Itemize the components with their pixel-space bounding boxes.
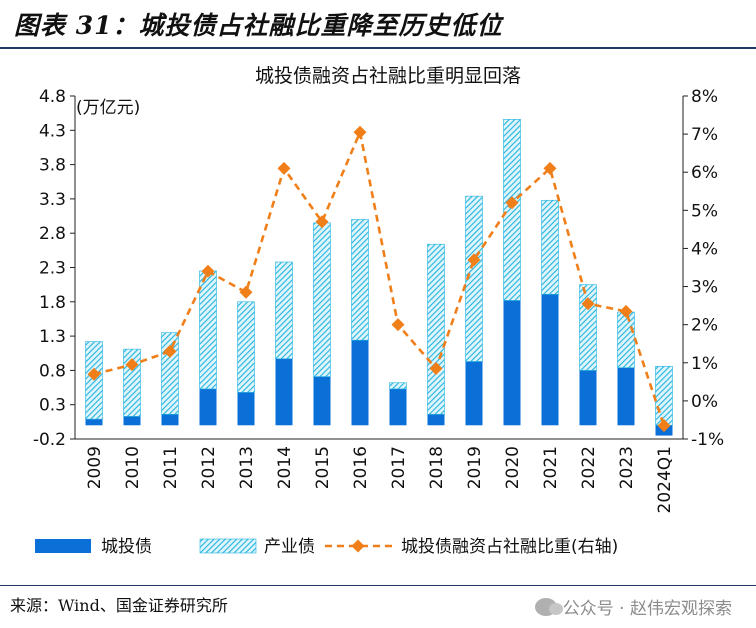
bar-industrial-2015 — [313, 222, 331, 377]
left-tick-label: 3.8 — [39, 156, 66, 176]
bar-industrial-2017 — [389, 382, 407, 390]
left-tick-label: 4.3 — [39, 121, 66, 141]
bar-industrial-2014 — [275, 261, 293, 360]
share-point-2013 — [239, 285, 253, 299]
bar-lgfv-2016 — [351, 340, 369, 426]
bar-lgfv-2021 — [541, 294, 559, 426]
x-tick-label: 2013 — [237, 446, 257, 489]
share-point-2020 — [505, 196, 519, 210]
share-line — [93, 127, 666, 427]
watermark-text: 公众号 · 赵伟宏观探索 — [562, 599, 732, 619]
x-tick-label: 2015 — [313, 446, 333, 489]
title-rule — [0, 47, 756, 49]
left-tick-label: 3.3 — [39, 190, 66, 210]
share-point-2011 — [163, 344, 177, 358]
left-tick-label: 1.3 — [39, 327, 66, 347]
legend-label-share: 城投债融资占社融比重(右轴) — [401, 537, 618, 557]
bar-lgfv-2014 — [275, 358, 293, 426]
x-tick-label: 2012 — [199, 446, 219, 489]
right-tick-label: 4% — [691, 239, 718, 259]
bar-lgfv-2019 — [465, 361, 483, 426]
bar-lgfv-2011 — [161, 414, 179, 426]
bar-lgfv-2020 — [503, 300, 521, 426]
wechat-icon — [534, 597, 563, 616]
x-tick-label: 2011 — [161, 446, 181, 489]
x-tick-label: 2010 — [123, 446, 143, 489]
right-tick-label: 5% — [691, 201, 718, 221]
legend-swatch-lgfv — [35, 539, 91, 553]
x-tick-label: 2017 — [389, 446, 409, 489]
share-point-2023 — [619, 304, 633, 318]
chart-title: 城投债融资占社融比重明显回落 — [255, 65, 521, 87]
share-point-2019 — [467, 253, 481, 267]
left-tick-label: 4.8 — [39, 87, 66, 107]
bar-industrial-2016 — [351, 219, 369, 341]
share-point-2018 — [429, 361, 443, 375]
bar-lgfv-2017 — [389, 388, 407, 426]
x-tick-label: 2020 — [503, 446, 523, 489]
right-tick-label: 6% — [691, 163, 718, 183]
bar-lgfv-2023 — [617, 367, 635, 426]
share-point-2022 — [581, 297, 595, 311]
legend-label-industrial: 产业债 — [264, 537, 315, 557]
right-tick-label: 2% — [691, 316, 718, 336]
bar-industrial-2022 — [579, 284, 597, 371]
bar-lgfv-2015 — [313, 376, 331, 426]
bar-industrial-2018 — [427, 243, 445, 415]
bar-lgfv-2018 — [427, 414, 445, 426]
legend-swatch-industrial — [199, 538, 257, 554]
bar-industrial-2019 — [465, 195, 483, 362]
share-point-2014 — [277, 161, 291, 175]
bar-lgfv-2013 — [237, 392, 255, 426]
left-tick-label: 0.8 — [39, 361, 66, 381]
x-tick-label: 2021 — [541, 446, 561, 489]
left-tick-label: 2.8 — [39, 224, 66, 244]
right-tick-label: 3% — [691, 278, 718, 298]
right-tick-label: 8% — [691, 87, 718, 107]
x-tick-label: 2019 — [465, 446, 485, 489]
bar-industrial-2023 — [617, 311, 635, 368]
unit-label: (万亿元) — [76, 98, 140, 118]
bar-industrial-2013 — [237, 301, 255, 393]
x-tick-label: 2016 — [351, 446, 371, 489]
bar-industrial-2020 — [503, 119, 521, 301]
source-note: 来源：Wind、国金证券研究所 — [10, 596, 228, 615]
bar-industrial-2012 — [199, 270, 217, 390]
bar-industrial-2021 — [541, 199, 559, 295]
share-point-2010 — [125, 358, 139, 372]
share-point-2016 — [353, 125, 367, 139]
share-point-2009 — [87, 367, 101, 381]
share-point-2012 — [201, 264, 215, 278]
figure-title: 图表 31：城投债占社融比重降至历史低位 — [14, 11, 503, 40]
share-point-2021 — [543, 161, 557, 175]
chart: 城投债融资占社融比重明显回落 (万亿元) -0.2 0.3 0.8 1.3 1.8 2.3… — [33, 65, 724, 557]
legend-swatch-share-marker — [351, 539, 365, 553]
watermark: 公众号 · 赵伟宏观探索 — [534, 594, 732, 619]
bar-lgfv-2012 — [199, 388, 217, 426]
x-tick-label: 2024Q1 — [655, 446, 675, 513]
bar-lgfv-2022 — [579, 370, 597, 426]
x-tick-label: 2014 — [275, 446, 295, 489]
left-tick-label: 0.3 — [39, 396, 66, 416]
right-tick-label: 1% — [691, 354, 718, 374]
share-point-2017 — [391, 318, 405, 332]
legend-label-lgfv: 城投债 — [101, 537, 152, 557]
share-point-2015 — [315, 215, 329, 229]
x-tick-label: 2023 — [617, 446, 637, 489]
left-tick-label: -0.2 — [33, 430, 66, 450]
bar-industrial-2024Q1 — [655, 365, 673, 426]
left-tick-label: 2.3 — [39, 259, 66, 279]
bar-lgfv-2009 — [85, 419, 103, 426]
x-tick-label: 2018 — [427, 446, 447, 489]
left-tick-label: 1.8 — [39, 293, 66, 313]
right-tick-label: -1% — [691, 430, 724, 450]
x-tick-label: 2022 — [579, 446, 599, 489]
x-tick-label: 2009 — [85, 446, 105, 489]
share-point-2024Q1 — [657, 419, 671, 433]
right-tick-label: 7% — [691, 125, 718, 145]
right-tick-label: 0% — [691, 392, 718, 412]
bar-lgfv-2010 — [123, 416, 141, 426]
footer-rule — [0, 585, 756, 586]
